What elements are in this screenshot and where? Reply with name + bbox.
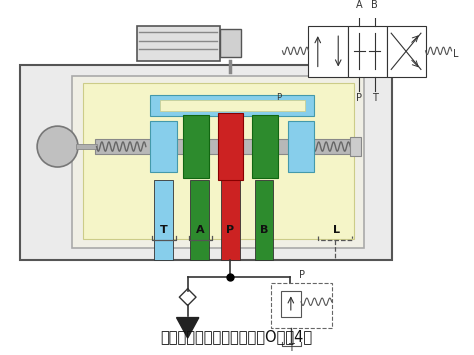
- Bar: [72, 76, 364, 248]
- Text: T: T: [372, 93, 378, 103]
- Text: A: A: [356, 0, 363, 10]
- Bar: [350, 137, 362, 156]
- Bar: [95, 139, 355, 154]
- Bar: [220, 29, 241, 58]
- Bar: [221, 180, 240, 260]
- Text: P: P: [276, 93, 281, 102]
- Bar: [76, 144, 97, 149]
- Text: P: P: [299, 271, 305, 280]
- Bar: [281, 291, 301, 317]
- Bar: [255, 180, 273, 260]
- Text: A: A: [195, 225, 204, 235]
- Bar: [183, 115, 209, 178]
- Circle shape: [37, 126, 78, 167]
- Bar: [154, 180, 173, 260]
- Bar: [191, 180, 209, 260]
- Bar: [347, 26, 387, 77]
- Bar: [160, 100, 305, 111]
- Bar: [271, 283, 332, 328]
- Text: P: P: [227, 225, 235, 235]
- Bar: [82, 83, 354, 240]
- Text: L: L: [454, 49, 459, 59]
- Text: P: P: [356, 93, 362, 103]
- Polygon shape: [176, 318, 199, 338]
- Bar: [20, 65, 392, 260]
- Bar: [387, 26, 426, 77]
- Text: B: B: [372, 0, 378, 10]
- Bar: [151, 95, 314, 116]
- Bar: [288, 121, 314, 172]
- Bar: [151, 121, 176, 172]
- Text: B: B: [260, 225, 268, 235]
- Text: T: T: [288, 343, 294, 353]
- Bar: [219, 113, 243, 180]
- Bar: [252, 115, 278, 178]
- Text: 三位四通换向阀，中位机能O型（4）: 三位四通换向阀，中位机能O型（4）: [160, 329, 312, 345]
- Text: L: L: [333, 225, 340, 235]
- Text: T: T: [160, 225, 167, 235]
- Bar: [309, 26, 347, 77]
- Bar: [137, 26, 220, 61]
